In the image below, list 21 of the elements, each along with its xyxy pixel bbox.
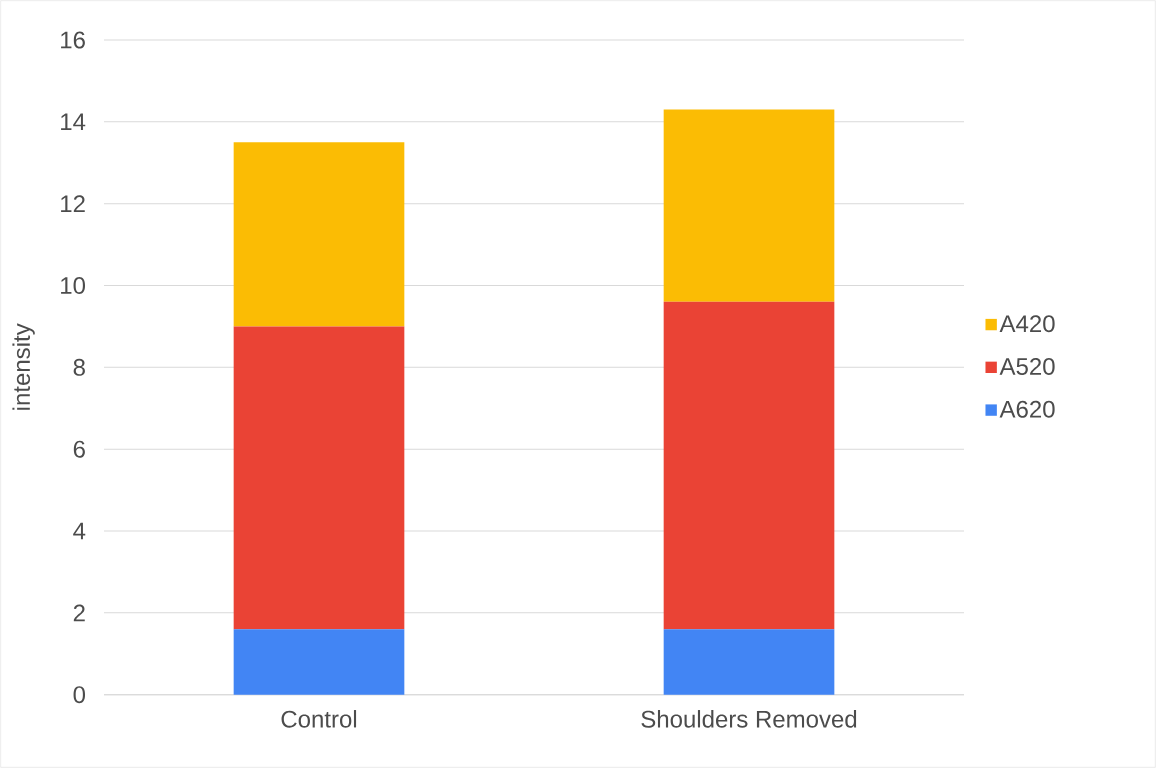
x-tick-label: Control (281, 710, 357, 728)
y-tick-label: 8 (73, 358, 85, 376)
y-tick-label: 12 (61, 195, 85, 213)
bar (233, 326, 405, 630)
y-tick-label: 0 (73, 686, 86, 704)
legend-label: A620 (999, 400, 1055, 418)
y-tick-label: 6 (73, 440, 85, 458)
y-tick-label: 14 (61, 113, 86, 131)
legend-label: A420 (999, 315, 1055, 333)
bar (663, 109, 835, 302)
bar (663, 301, 835, 630)
bar (663, 629, 835, 695)
x-tick-label: Shoulders Removed (641, 710, 857, 728)
y-tick-label: 16 (61, 31, 85, 49)
bar (233, 629, 405, 695)
y-tick-label: 2 (73, 604, 85, 622)
bar (233, 142, 405, 327)
y-tick-label: 4 (73, 522, 86, 540)
y-axis-title: intensity (12, 323, 35, 410)
y-tick-label: 10 (61, 276, 86, 294)
legend-label: A520 (999, 357, 1055, 375)
